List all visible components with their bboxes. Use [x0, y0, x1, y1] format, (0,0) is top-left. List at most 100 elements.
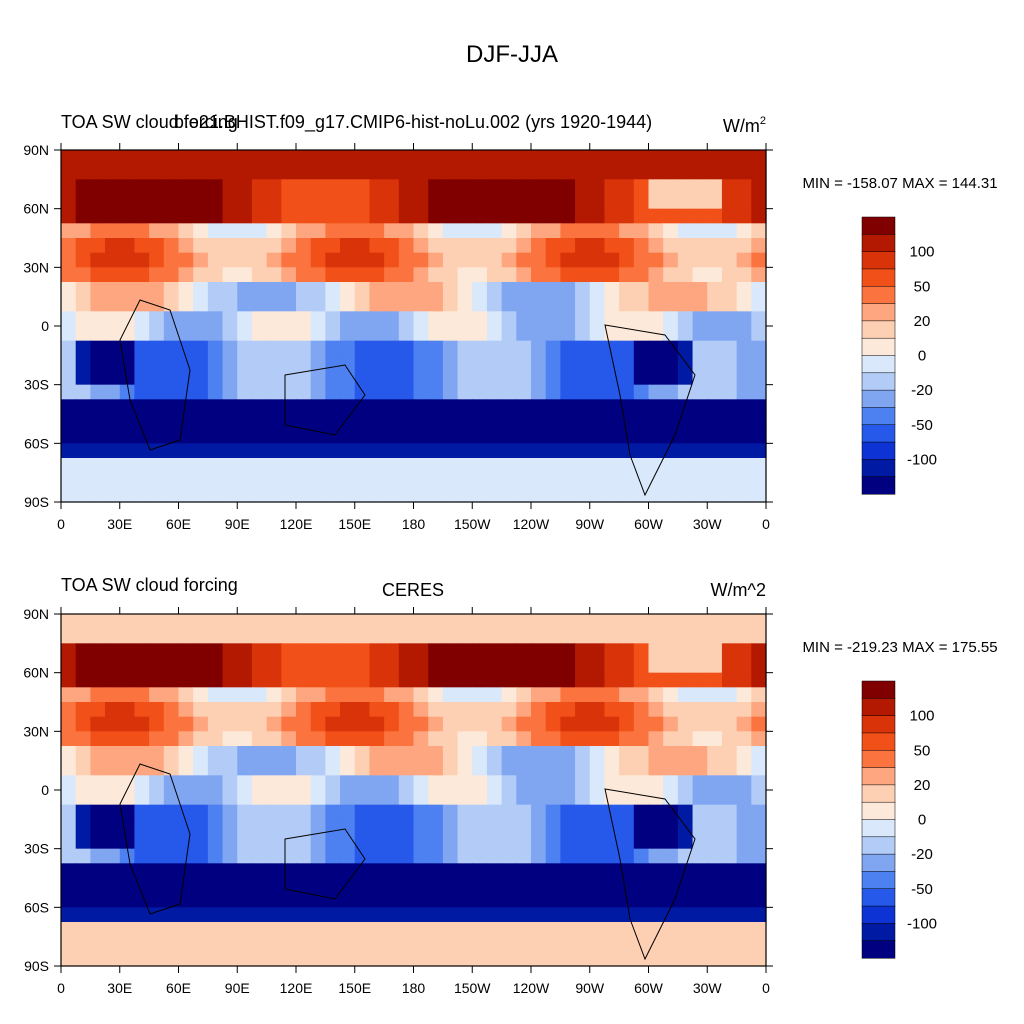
map-cell	[310, 282, 326, 298]
map-cell	[531, 179, 547, 195]
map-cell	[369, 951, 385, 967]
map-cell	[442, 834, 459, 850]
map-cell	[751, 194, 767, 210]
map-cell	[75, 223, 91, 239]
map-cell	[589, 223, 606, 239]
map-cell	[531, 892, 547, 908]
map-cell	[207, 487, 224, 503]
map-cell	[516, 282, 532, 298]
map-cell	[163, 790, 180, 806]
map-cell	[589, 804, 606, 820]
colorbar-swatch	[861, 888, 896, 907]
map-cell	[457, 746, 473, 762]
map-cell	[692, 687, 708, 703]
map-cell	[516, 863, 532, 879]
map-cell	[589, 194, 606, 210]
panel-1-axes: 0 30E 60E 90E 120E 150E 180 150W 120W 90W 60W 30W 09…	[23, 142, 773, 532]
map-cell	[296, 458, 312, 474]
coastline	[284, 828, 366, 900]
map-cell	[575, 399, 591, 415]
map-cell	[589, 863, 606, 879]
map-cell	[677, 907, 694, 923]
map-cell	[237, 922, 253, 938]
map-cell	[384, 164, 400, 180]
map-cell	[310, 355, 326, 371]
map-cell	[721, 907, 738, 923]
map-cell	[531, 922, 547, 938]
map-cell	[545, 892, 561, 908]
map-cell	[707, 252, 723, 268]
map-cell	[354, 731, 371, 747]
map-cell	[560, 414, 576, 430]
map-cell	[119, 311, 136, 327]
map-cell	[237, 702, 253, 718]
map-cell	[589, 951, 606, 967]
map-cell	[736, 487, 752, 503]
map-cell	[193, 443, 209, 459]
map-cell	[589, 760, 606, 776]
map-cell	[193, 863, 209, 879]
map-cell	[222, 414, 238, 430]
map-cell	[340, 658, 356, 674]
map-cell	[545, 194, 561, 210]
map-cell	[193, 848, 209, 864]
map-cell	[340, 702, 356, 718]
map-cell	[442, 399, 459, 415]
map-cell	[193, 951, 209, 967]
map-cell	[575, 790, 591, 806]
map-cell	[134, 384, 150, 400]
map-cell	[296, 834, 312, 850]
map-cell	[677, 164, 694, 180]
map-cell	[633, 326, 650, 342]
map-cell	[736, 296, 752, 312]
map-cell	[207, 208, 224, 224]
map-cell	[61, 716, 77, 732]
map-cell	[90, 819, 106, 835]
map-cell	[575, 150, 591, 166]
map-cell	[178, 731, 194, 747]
map-cell	[516, 922, 532, 938]
map-cell	[604, 878, 620, 894]
map-cell	[457, 472, 473, 488]
map-cell	[310, 672, 326, 688]
map-cell	[721, 179, 738, 195]
map-cell	[281, 282, 297, 298]
map-cell	[648, 238, 664, 254]
map-cell	[486, 340, 503, 356]
map-cell	[61, 746, 77, 762]
map-cell	[413, 414, 429, 430]
y-tick-label: 90S	[24, 958, 49, 974]
map-cell	[296, 223, 312, 239]
map-cell	[677, 296, 694, 312]
map-cell	[457, 487, 473, 503]
map-cell	[501, 340, 517, 356]
map-cell	[105, 775, 121, 791]
map-cell	[677, 936, 694, 952]
map-cell	[207, 252, 224, 268]
map-cell	[428, 848, 444, 864]
map-cell	[251, 878, 268, 894]
map-cell	[560, 487, 576, 503]
map-cell	[178, 819, 194, 835]
map-cell	[619, 804, 635, 820]
map-cell	[413, 819, 429, 835]
map-cell	[428, 936, 444, 952]
map-cell	[266, 804, 282, 820]
map-cell	[266, 614, 282, 630]
map-cell	[633, 355, 650, 371]
map-cell	[619, 282, 635, 298]
map-cell	[90, 267, 106, 283]
map-cell	[677, 760, 694, 776]
map-cell	[222, 819, 238, 835]
map-cell	[663, 804, 679, 820]
map-cell	[545, 355, 561, 371]
map-cell	[251, 311, 268, 327]
map-cell	[296, 614, 312, 630]
map-cell	[486, 399, 503, 415]
map-cell	[442, 716, 459, 732]
map-cell	[105, 628, 121, 644]
map-cell	[516, 892, 532, 908]
map-cell	[516, 936, 532, 952]
map-cell	[648, 878, 664, 894]
map-cell	[633, 252, 650, 268]
